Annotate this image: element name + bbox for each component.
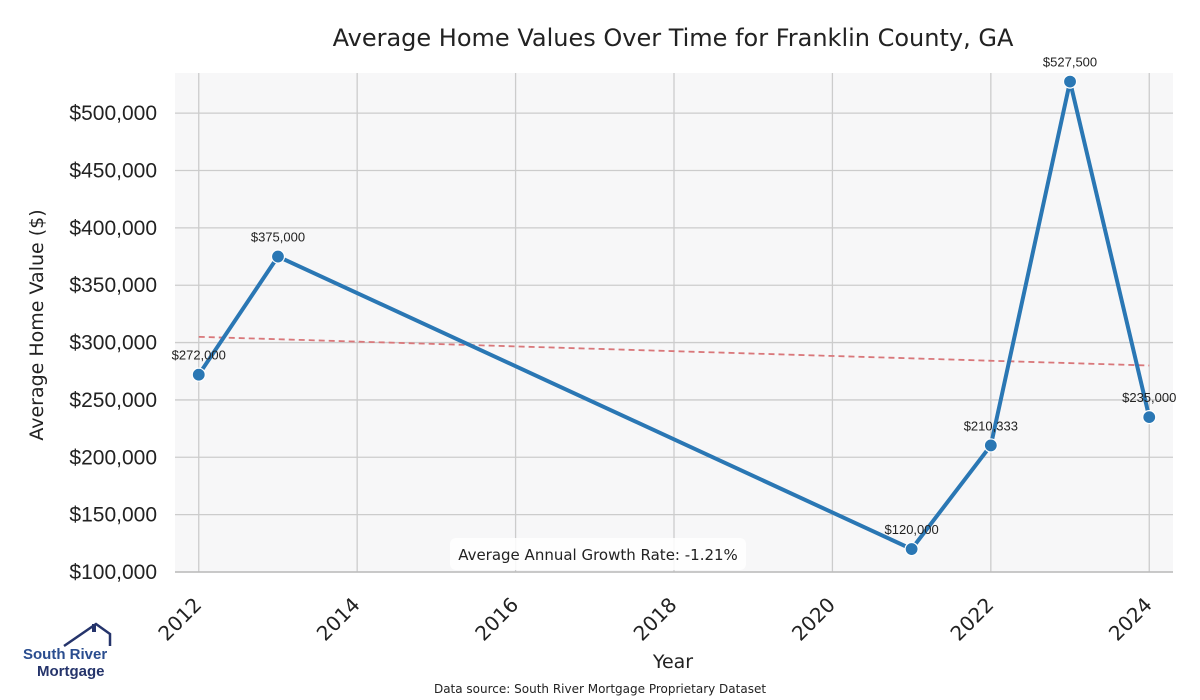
y-tick-label: $450,000 [69,160,157,183]
x-tick-label: 2020 [787,593,840,646]
x-tick-label: 2024 [1104,593,1157,646]
logo-text-line1: South River [23,646,107,663]
house-roof-icon [63,622,112,648]
y-axis-ticks: $100,000 $150,000 $200,000 $250,000 $300,000… [69,102,157,584]
y-tick-label: $150,000 [69,504,157,527]
data-labels: $272,000 $375,000 $120,000 $210,333 $527,500… [172,55,1177,537]
data-label: $375,000 [251,230,305,245]
data-point [270,249,286,264]
chart-title: Average Home Values Over Time for Frankl… [333,24,1014,52]
data-point [191,367,206,382]
trend-line [198,335,1150,367]
x-axis-label: Year [652,651,693,673]
x-tick-label: 2012 [153,593,206,646]
y-tick-label: $500,000 [69,102,157,125]
y-tick-label: $300,000 [69,332,157,355]
x-tick-label: 2018 [629,593,682,646]
x-tick-label: 2016 [470,593,523,646]
data-label: $120,000 [885,522,939,537]
data-label: $272,000 [172,348,226,363]
x-tick-label: 2022 [945,593,998,646]
y-tick-label: $400,000 [69,217,157,240]
series-line [197,79,1152,552]
data-point [1142,410,1157,425]
data-points [191,74,1157,557]
y-tick-label: $100,000 [69,561,157,584]
y-tick-label: $200,000 [69,446,157,469]
grid-lines [175,73,1173,573]
x-tick-label: 2014 [312,593,365,646]
data-label: $235,000 [1122,390,1176,405]
y-axis-label: Average Home Value ($) [26,209,48,440]
x-axis-ticks: 2012 2014 2016 2018 2020 2022 2024 [153,593,1156,646]
data-label: $210,333 [964,418,1018,433]
logo-text-line2: Mortgage [37,663,105,680]
south-river-mortgage-logo: South River Mortgage [23,622,112,680]
chimney-icon [92,624,96,632]
y-tick-label: $250,000 [69,389,157,412]
y-tick-label: $350,000 [69,274,157,297]
data-point [904,541,919,557]
data-label: $527,500 [1043,55,1097,70]
data-source-note: Data source: South River Mortgage Propri… [434,682,766,696]
growth-rate-annotation: Average Annual Growth Rate: -1.21% [450,538,746,570]
annotation-text: Average Annual Growth Rate: -1.21% [458,546,738,564]
annotation-box [450,538,746,570]
data-point [1062,74,1078,89]
data-point [983,438,998,453]
